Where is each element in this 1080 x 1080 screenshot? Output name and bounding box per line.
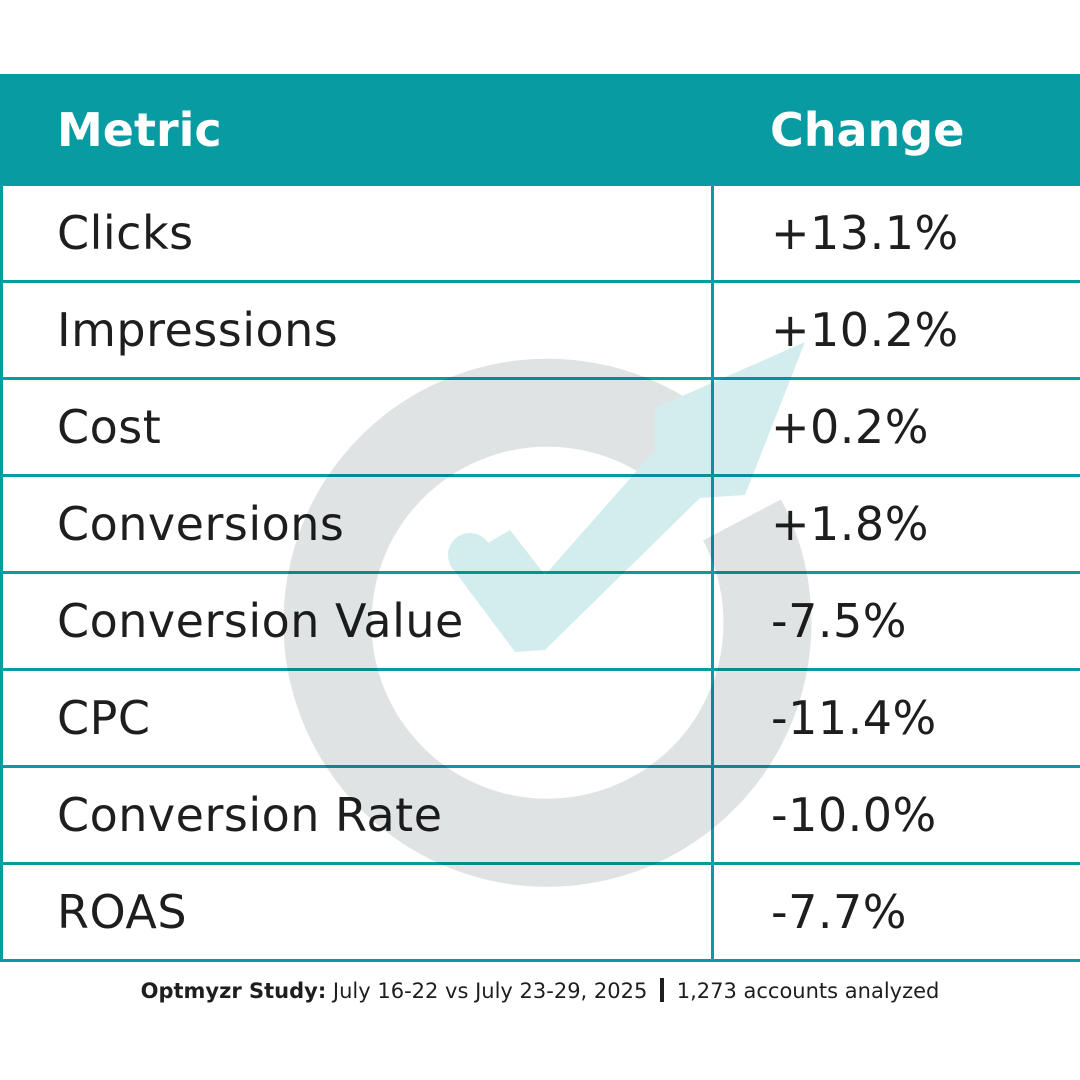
table-row: Clicks +13.1% (0, 183, 1080, 283)
table-row: Conversion Rate -10.0% (0, 765, 1080, 865)
metric-cell: Conversion Rate (0, 765, 714, 865)
metric-cell: CPC (0, 668, 714, 768)
change-cell: -10.0% (711, 765, 1080, 865)
change-cell: +0.2% (711, 377, 1080, 477)
metric-cell: Conversions (0, 474, 714, 574)
change-cell: +13.1% (711, 183, 1080, 283)
metrics-table: Metric Change Clicks +13.1% Impressions … (0, 74, 1080, 962)
table-header-row: Metric Change (0, 74, 1080, 186)
change-cell: +10.2% (711, 280, 1080, 380)
table-row: CPC -11.4% (0, 668, 1080, 768)
footer-separator (660, 978, 665, 1002)
table-row: Conversions +1.8% (0, 474, 1080, 574)
change-cell: -7.7% (711, 862, 1080, 962)
table-row: Cost +0.2% (0, 377, 1080, 477)
column-header-metric: Metric (0, 74, 714, 186)
metrics-table-container: Metric Change Clicks +13.1% Impressions … (0, 74, 1080, 962)
footer-brand: Optmyzr Study: (140, 979, 327, 1003)
footer-period: July 16-22 vs July 23-29, 2025 (326, 979, 655, 1003)
metric-cell: Clicks (0, 183, 714, 283)
table-row: ROAS -7.7% (0, 862, 1080, 962)
footer-caption: Optmyzr Study: July 16-22 vs July 23-29,… (0, 978, 1080, 1003)
column-header-change: Change (711, 74, 1080, 186)
metric-cell: Conversion Value (0, 571, 714, 671)
change-cell: -11.4% (711, 668, 1080, 768)
change-cell: +1.8% (711, 474, 1080, 574)
metric-cell: Impressions (0, 280, 714, 380)
table-row: Impressions +10.2% (0, 280, 1080, 380)
metric-cell: Cost (0, 377, 714, 477)
change-cell: -7.5% (711, 571, 1080, 671)
footer-accounts: 1,273 accounts analyzed (670, 979, 940, 1003)
table-row: Conversion Value -7.5% (0, 571, 1080, 671)
metric-cell: ROAS (0, 862, 714, 962)
